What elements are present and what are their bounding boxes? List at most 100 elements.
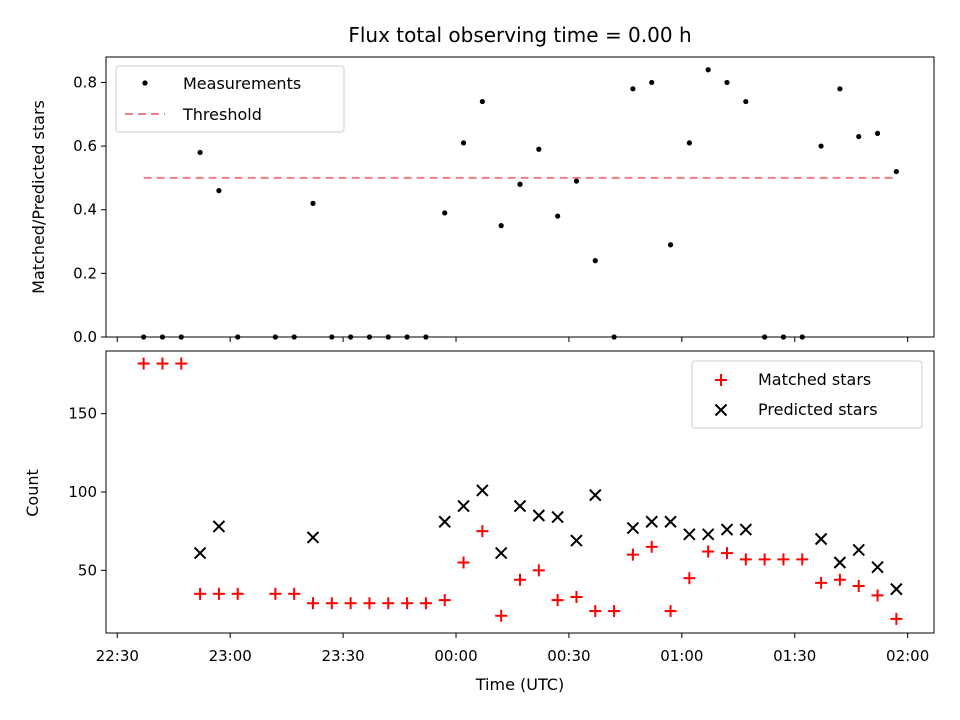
measurement-point [667,242,674,248]
matched-star-point [419,597,432,610]
matched-star-point [608,605,621,618]
matched-star-point [363,597,376,610]
predicted-star-point-b [645,515,658,528]
matched-star-point [833,573,846,586]
bottom-xticks: 22:30 23:00 23:30 00:00 00:30 01:00 01:30 02:00 [96,633,929,665]
matched-star-point [589,605,602,618]
measurement-point [460,140,467,146]
measurement-point [178,334,184,340]
predicted-star-point-b [664,515,677,528]
bottom-yticks: 50 100 150 [68,405,106,579]
bottom-legend-box [691,360,923,429]
measurement-point [856,133,862,140]
matched-star-point [156,357,169,370]
matched-star-point [852,580,865,592]
measurement-point [479,98,485,105]
predicted-star-point-b [890,582,903,596]
matched-star-point [307,597,319,610]
matched-star-point [476,525,489,538]
matched-star-point [777,553,790,566]
measurement-point [893,168,899,175]
matched-star-point [288,587,301,600]
bottom-xtick-label: 00:00 [434,647,477,665]
measurement-point [573,178,580,184]
measurement-point [705,67,711,73]
matched-star-point [344,597,357,610]
matched-star-point [401,597,414,610]
bottom-ytick-label: 50 [78,561,97,579]
top-ytick-label: 0.6 [73,137,97,155]
matched-star-point [137,357,150,370]
top-panel: 0.00.20.40.60.8 Matched/Predicted stars … [29,56,935,346]
measurement-point [291,334,297,340]
top-ylabel: Matched/Predicted stars [29,100,48,294]
predicted-star-point-b [438,515,451,528]
measurement-point [818,143,824,149]
predicted-star-point-b [683,528,696,541]
predicted-star-point [212,520,226,533]
predicted-star-point-b [589,488,602,502]
predicted-star-point-b [551,510,564,524]
predicted-star-point [871,560,884,574]
bottom-xtick-label: 01:00 [660,647,703,665]
measurement-point [630,86,636,92]
predicted-star-point-b [570,534,583,547]
matched-star-point [758,553,771,566]
measurement-point [348,334,354,340]
measurement-point [837,86,843,92]
predicted-star-point [852,543,865,557]
predicted-star-point-b [701,528,715,541]
matched-star-point [739,553,752,566]
predicted-star-point-b [193,546,207,560]
matched-star-point [664,605,677,618]
matched-star-point [796,553,809,566]
predicted-star-point [438,515,451,528]
measurement-point [799,334,805,340]
measurement-point [235,334,241,340]
measurement-point [141,334,147,340]
bottom-ytick-label: 150 [68,405,97,423]
predicted-star-point [570,534,583,547]
predicted-star-point-b [626,521,640,535]
measurement-point [780,334,787,340]
legend-predicted-label: Predicted stars [758,400,878,419]
matched-star-point [495,609,508,622]
matched-star-point [194,587,207,600]
legend-matched-marker [715,374,727,386]
predicted-star-point [306,531,320,544]
predicted-star-point [626,521,640,535]
figure-title: Flux total observing time = 0.00 h [348,23,691,47]
measurement-point [649,79,655,86]
top-xticks [116,337,909,342]
predicted-star-point-b [306,531,320,544]
measurement-point [536,146,542,152]
measurement-point [592,258,598,264]
measurement-point [159,334,166,340]
predicted-star-point [720,523,734,536]
measurement-point [310,200,316,206]
matched-star-point [645,540,658,553]
bottom-xlabel: Time (UTC) [475,675,564,694]
predicted-star-point [193,546,207,560]
predicted-star-point [890,582,903,596]
matched-star-point [382,597,395,610]
predicted-star-point-b [513,499,527,513]
bottom-ytick-label: 100 [68,483,97,501]
legend-predicted-cross [714,403,728,417]
predicted-star-point-b [532,509,546,522]
predicted-star-point-b [457,499,470,513]
predicted-star-point [814,532,828,546]
measurement-point [611,334,617,340]
measurement-point [724,79,730,86]
matched-star-point [815,576,828,589]
top-legend: Measurements Threshold [115,65,345,133]
predicted-star-point [457,499,470,513]
matched-star-point [212,587,225,600]
predicted-star-point [664,515,677,528]
predicted-star-point [739,523,753,536]
predicted-star-point-b [720,523,734,536]
matched-star-point [702,545,715,558]
measurement-point [874,130,881,136]
bottom-xtick-label: 01:30 [773,647,816,665]
